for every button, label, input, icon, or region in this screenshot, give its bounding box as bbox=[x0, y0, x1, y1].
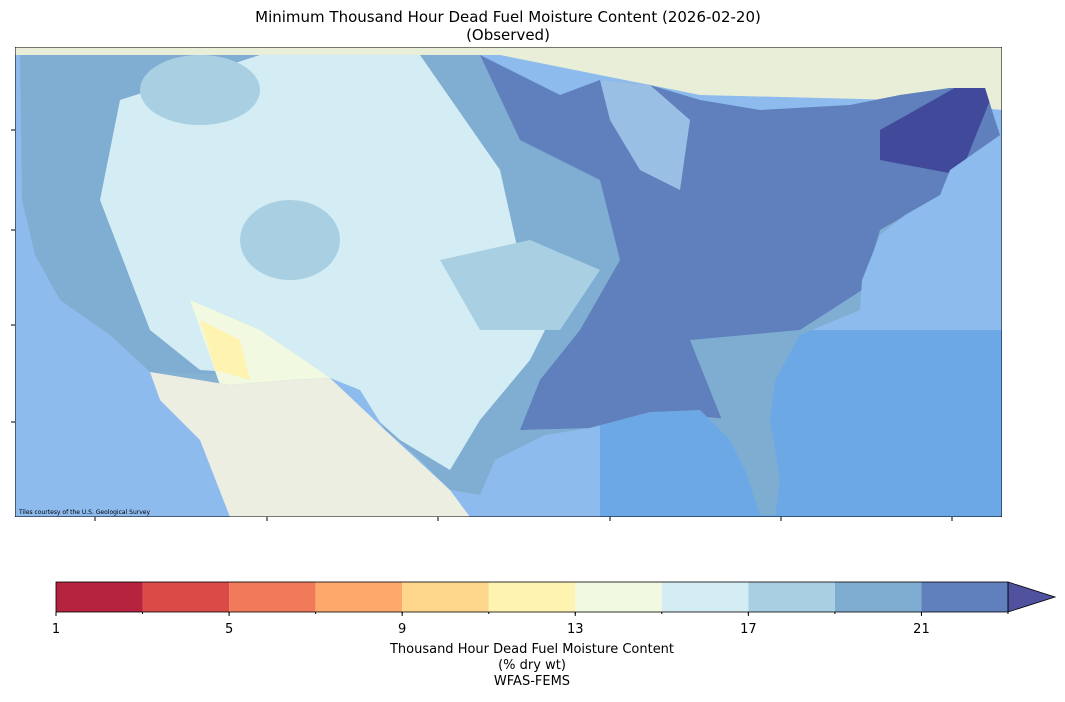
colorbar-segment bbox=[488, 582, 576, 612]
colorbar-label: Thousand Hour Dead Fuel Moisture Content bbox=[389, 642, 674, 657]
colorbar-segment bbox=[575, 582, 662, 612]
colorbar-tick-label: 5 bbox=[225, 622, 233, 637]
colorbar-label: WFAS-FEMS bbox=[494, 674, 570, 689]
colorbar-tick-label: 9 bbox=[398, 622, 406, 637]
colorbar-tick-label: 1 bbox=[52, 622, 60, 637]
colorbar-tick-label: 21 bbox=[913, 622, 930, 637]
colorbar-extension bbox=[1007, 581, 1057, 613]
colorbar-segment bbox=[661, 582, 749, 612]
colorbar-label: (% dry wt) bbox=[498, 658, 566, 673]
colorbar-frame bbox=[55, 581, 1009, 613]
colorbar-segment bbox=[834, 582, 922, 612]
subtitle: (Observed) bbox=[466, 26, 550, 44]
colorbar-segment bbox=[402, 582, 489, 612]
colorbar-segment bbox=[748, 582, 835, 612]
colorbar: 1 5 9 13 17 21 bbox=[52, 581, 1057, 637]
basemap: Tiles courtesy of the U.S. Geological Su… bbox=[15, 47, 1002, 517]
colorbar-segment bbox=[315, 582, 403, 612]
colorbar-segment bbox=[142, 582, 230, 612]
colorbar-segment bbox=[56, 582, 143, 612]
colorbar-segment bbox=[229, 582, 316, 612]
title: Minimum Thousand Hour Dead Fuel Moisture… bbox=[255, 8, 761, 26]
colorbar-tick-label: 13 bbox=[567, 622, 584, 637]
axis-ticks bbox=[11, 129, 953, 521]
colorbar-segment bbox=[921, 582, 1008, 612]
attribution: Tiles courtesy of the U.S. Geological Su… bbox=[18, 509, 150, 516]
colorbar-tick-label: 17 bbox=[740, 622, 757, 637]
